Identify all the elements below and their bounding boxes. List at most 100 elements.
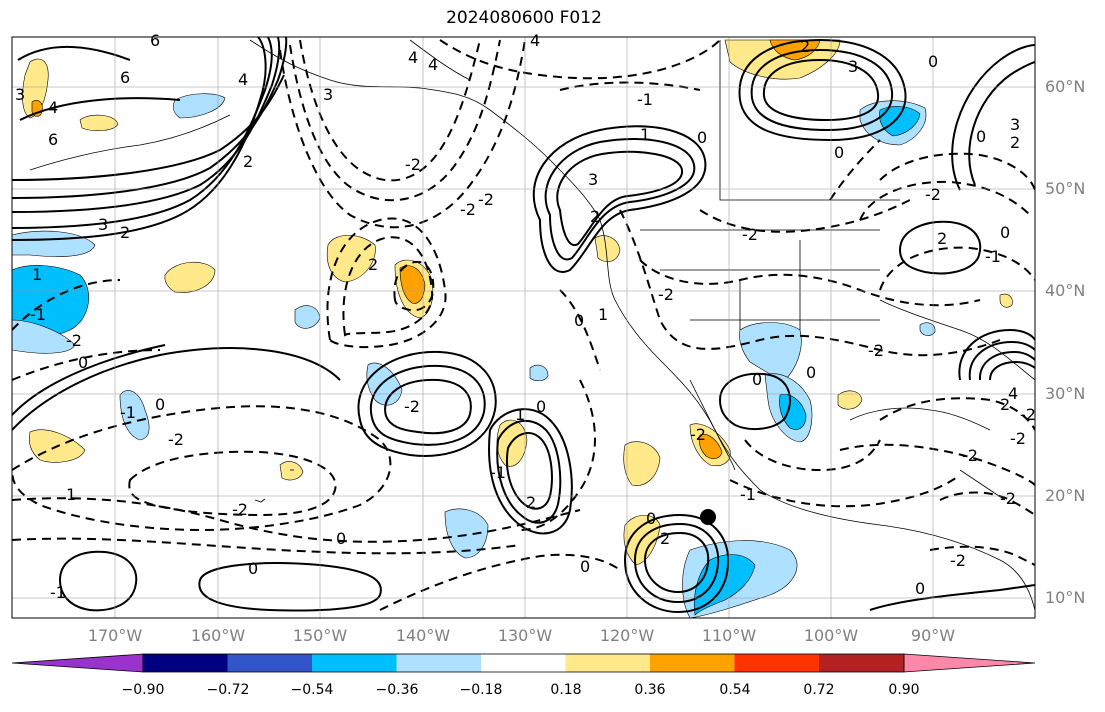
- contour-label: -1: [30, 305, 46, 324]
- anomaly-shading: [12, 230, 96, 257]
- colorbar-border: [142, 653, 905, 673]
- colorbar-swatch: [481, 654, 566, 672]
- lon-label: 140°W: [395, 626, 451, 645]
- contour-label: 2: [1010, 133, 1020, 152]
- colorbar-tick-label: −0.36: [375, 682, 419, 698]
- contour-label: 0: [806, 363, 816, 382]
- colorbar-swatch: [565, 654, 650, 672]
- anomaly-shading: [529, 364, 549, 382]
- contour-label: -2: [1000, 489, 1016, 508]
- anomaly-shading: [326, 234, 376, 283]
- shading-layer: [12, 39, 1013, 618]
- contour-label: -2: [478, 190, 494, 209]
- contour-label: 3: [1010, 115, 1020, 134]
- contour-label: 2: [800, 37, 810, 56]
- contour-label: 0: [336, 529, 346, 548]
- lon-label: 120°W: [599, 626, 655, 645]
- lon-label: 130°W: [497, 626, 553, 645]
- colorbar: [11, 653, 1036, 673]
- storm-marker: [700, 509, 716, 525]
- contour-label: 4: [238, 70, 248, 89]
- contour-label: 4: [530, 31, 540, 50]
- anomaly-shading: [279, 461, 304, 481]
- lat-label: 10°N: [1045, 588, 1086, 607]
- contour-label: -2: [405, 155, 421, 174]
- lon-label: 110°W: [701, 626, 757, 645]
- contour-label: -1: [50, 583, 66, 602]
- colorbar-swatch: [227, 654, 312, 672]
- contour-label: 6: [120, 68, 130, 87]
- contour-label: -1: [637, 90, 653, 109]
- contour-labels: 6 6 3 4 6 4 4 4 4 2 2 3 -2 -2 -2 3 2 1 0…: [15, 31, 1036, 602]
- contour-label: 4: [1008, 384, 1018, 403]
- colorbar-swatch: [819, 654, 904, 672]
- anomaly-shading: [698, 434, 723, 459]
- colorbar-swatch: [143, 654, 228, 672]
- anomaly-shading: [172, 93, 226, 119]
- contour-lines: [12, 37, 1035, 614]
- contour-label: -2: [1020, 405, 1036, 424]
- anomaly-shading: [164, 262, 216, 293]
- contour-label: -1: [120, 403, 136, 422]
- contour-label: -2: [168, 430, 184, 449]
- contour-label: 0: [78, 353, 88, 372]
- contour-label: 0: [574, 311, 584, 330]
- colorbar-tick-label: −0.18: [459, 682, 503, 698]
- contour-label: -2: [690, 425, 706, 444]
- contour-label: 0: [1000, 223, 1010, 242]
- contour-label: 2: [243, 152, 253, 171]
- colorbar-tick-label: 0.18: [550, 682, 582, 698]
- colorbar-tick-label: 0.36: [634, 682, 666, 698]
- anomaly-shading: [919, 322, 936, 336]
- contour-label: 0: [646, 509, 656, 528]
- colorbar-tick-label: 0.90: [888, 682, 920, 698]
- colorbar-tick-label: −0.72: [206, 682, 250, 698]
- lat-label: 40°N: [1045, 281, 1086, 300]
- lat-label: 30°N: [1045, 384, 1086, 403]
- colorbar-swatch: [396, 654, 481, 672]
- contour-label: 1: [515, 405, 525, 424]
- contour-label: 6: [150, 31, 160, 50]
- anomaly-shading: [623, 441, 661, 486]
- contour-label: 2: [660, 529, 670, 548]
- contour-label: -1: [490, 463, 506, 482]
- lon-label: 100°W: [803, 626, 859, 645]
- lon-label: 170°W: [87, 626, 143, 645]
- lon-label: 90°W: [910, 626, 956, 645]
- colorbar-tick-label: 0.72: [803, 682, 835, 698]
- anomaly-shading: [594, 235, 621, 263]
- colorbar-tick-label: −0.90: [121, 682, 165, 698]
- contour-label: -2: [658, 285, 674, 304]
- contour-label: 2: [526, 493, 536, 512]
- contour-label: -2: [66, 331, 82, 350]
- contour-label: -2: [404, 397, 420, 416]
- contour-label: 0: [976, 127, 986, 146]
- contour-label: 0: [928, 52, 938, 71]
- anomaly-shading: [739, 322, 802, 381]
- contour-label: 0: [536, 397, 546, 416]
- contour-label: 1: [32, 265, 42, 284]
- anomaly-shading: [779, 394, 807, 430]
- contour-label: 3: [588, 170, 598, 189]
- contour-label: -2: [962, 446, 978, 465]
- lon-label: 150°W: [292, 626, 348, 645]
- lat-label: 50°N: [1045, 179, 1086, 198]
- negative-contour-lines: [12, 39, 1035, 611]
- contour-label: 3: [848, 57, 858, 76]
- anomaly-shading: [879, 106, 921, 137]
- contour-label: -2: [950, 551, 966, 570]
- anomaly-shading: [999, 293, 1013, 308]
- contour-label: 3: [15, 85, 25, 104]
- map-title: 2024080600 F012: [446, 8, 602, 28]
- contour-label: 2: [590, 207, 600, 226]
- lat-label: 60°N: [1045, 77, 1086, 96]
- contour-label: 1: [598, 305, 608, 324]
- colorbar-swatch: [312, 654, 397, 672]
- contour-label: 2: [120, 223, 130, 242]
- contour-label: 1: [640, 125, 650, 144]
- contour-label: -2: [1010, 429, 1026, 448]
- contour-label: 0: [248, 559, 258, 578]
- anomaly-shading: [294, 305, 321, 329]
- contour-label: -2: [742, 225, 758, 244]
- anomaly-shading: [366, 362, 403, 406]
